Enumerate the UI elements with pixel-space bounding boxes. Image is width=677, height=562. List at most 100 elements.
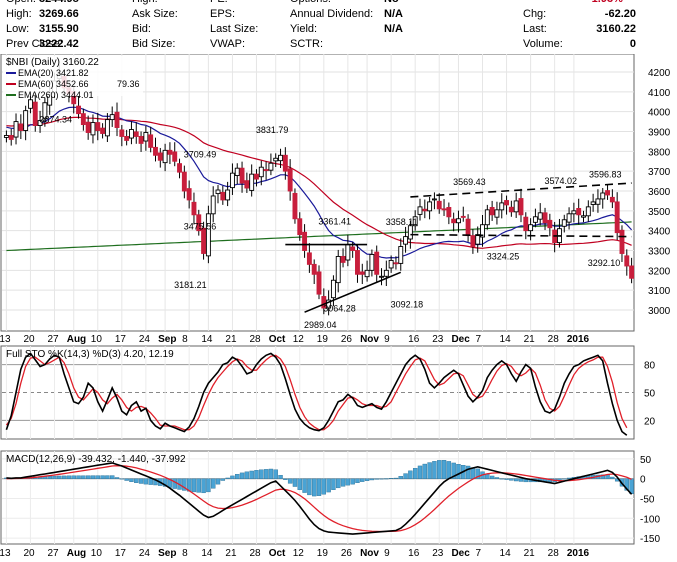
price-x-tick: Oct <box>269 334 286 345</box>
macd-histogram-bar <box>273 469 278 479</box>
candle-down <box>619 229 625 254</box>
candle-up <box>210 195 216 215</box>
legend-entry: EMA(260) 3444.01 <box>18 90 94 100</box>
macd-histogram-bar <box>494 477 500 479</box>
price-x-tick: 24 <box>139 334 151 345</box>
macd-y-tick: -100 <box>640 514 660 525</box>
macd-x-tick: Oct <box>269 548 286 559</box>
candle-up <box>326 299 332 309</box>
candle-down <box>451 218 457 224</box>
macd-histogram-bar <box>326 478 331 493</box>
macd-signal-line <box>6 465 632 533</box>
candle-down <box>316 271 322 295</box>
candle-down <box>177 163 182 173</box>
candle-down <box>446 207 452 218</box>
macd-histogram-bar <box>321 478 327 495</box>
macd-histogram-bar <box>398 476 403 479</box>
candle-up <box>249 173 255 191</box>
macd-histogram-bar <box>254 470 259 479</box>
macd-histogram-bar <box>278 475 283 479</box>
header-label: Last: <box>523 23 547 35</box>
candle-down <box>191 201 197 216</box>
candle-down <box>263 169 269 172</box>
price-annotation: 3361.41 <box>318 216 351 226</box>
candle-up <box>23 110 29 131</box>
macd-x-tick: Dec <box>451 548 470 559</box>
macd-x-tick: 14 <box>500 548 512 559</box>
macd-histogram-bar <box>95 475 100 479</box>
macd-histogram-bar <box>90 475 96 479</box>
candle-up <box>566 213 572 223</box>
header-value: -62.20 <box>604 8 636 20</box>
macd-histogram-bar <box>369 478 375 481</box>
candle-up <box>258 166 264 178</box>
candle-up <box>537 212 543 220</box>
price-x-tick: 20 <box>23 334 35 345</box>
macd-histogram-bar <box>600 474 605 479</box>
macd-x-tick: 19 <box>317 548 329 559</box>
header-label: VWAP: <box>210 38 246 50</box>
candle-down <box>350 246 356 251</box>
macd-x-tick: 10 <box>91 548 103 559</box>
macd-histogram-bar <box>66 475 72 479</box>
macd-histogram-bar <box>456 464 461 479</box>
macd-histogram-bar <box>475 468 480 479</box>
price-annotation: 3092.18 <box>391 300 424 310</box>
price-x-tick: Aug <box>67 334 86 345</box>
candle-down <box>465 218 471 237</box>
header-label: Volume: <box>523 38 563 50</box>
price-y-tick: 3800 <box>648 147 671 158</box>
macd-y-tick: -50 <box>640 494 655 505</box>
header-row: Low: 3155.90 Bid: Last Size: Yield: N/A Last: 3… <box>0 23 677 38</box>
price-x-tick: 9 <box>384 334 390 345</box>
candle-up <box>595 198 601 205</box>
candle-down <box>32 101 38 127</box>
macd-x-tick: 17 <box>115 548 127 559</box>
candle-up <box>330 279 336 299</box>
candle-up <box>412 216 418 227</box>
candle-up <box>234 167 240 176</box>
candle-up <box>528 224 534 232</box>
price-x-tick: 23 <box>432 334 444 345</box>
macd-y-tick: -150 <box>640 534 660 545</box>
candle-down <box>100 127 106 134</box>
macd-histogram-bar <box>393 477 399 479</box>
header-label: PE: <box>210 0 228 5</box>
macd-histogram-bar <box>437 460 442 479</box>
macd-x-tick: 21 <box>524 548 536 559</box>
header-label: Annual Dividend: <box>290 8 374 20</box>
macd-line <box>6 462 633 535</box>
macd-histogram-bar <box>148 478 153 485</box>
candle-up <box>364 269 370 278</box>
macd-histogram-bar <box>110 475 115 479</box>
candle-up <box>499 202 505 211</box>
quote-header: Open:3244.98 High: PE: Options: No -1.93% High… <box>0 0 677 54</box>
candle-down <box>321 296 327 309</box>
candle-up <box>109 114 115 121</box>
price-annotation: 3358.11 <box>386 217 418 227</box>
price-y-tick: 3400 <box>648 227 671 238</box>
price-annotation: 3709.49 <box>184 149 217 159</box>
candle-down <box>133 131 139 137</box>
header-value: 3269.66 <box>39 8 79 20</box>
macd-histogram-bar <box>566 477 572 479</box>
price-x-tick: 16 <box>408 334 420 345</box>
candle-down <box>186 188 192 201</box>
macd-histogram-bar <box>153 478 158 486</box>
macd-histogram-bar <box>331 478 336 490</box>
macd-histogram-bar <box>172 478 177 489</box>
macd-histogram-bar <box>143 478 149 485</box>
price-annotation: 3181.21 <box>174 280 207 290</box>
candle-down <box>508 206 514 213</box>
candle-down <box>167 149 173 155</box>
macd-histogram-bar <box>408 470 413 479</box>
candle-up <box>37 120 43 127</box>
macd-x-tick: 27 <box>47 548 59 559</box>
macd-x-tick: 28 <box>249 548 261 559</box>
candle-up <box>162 149 168 164</box>
candle-down <box>302 231 308 251</box>
macd-histogram-bar <box>518 478 524 482</box>
macd-histogram-bar <box>412 468 418 479</box>
candle-up <box>143 132 149 142</box>
macd-histogram-bar <box>292 478 298 487</box>
